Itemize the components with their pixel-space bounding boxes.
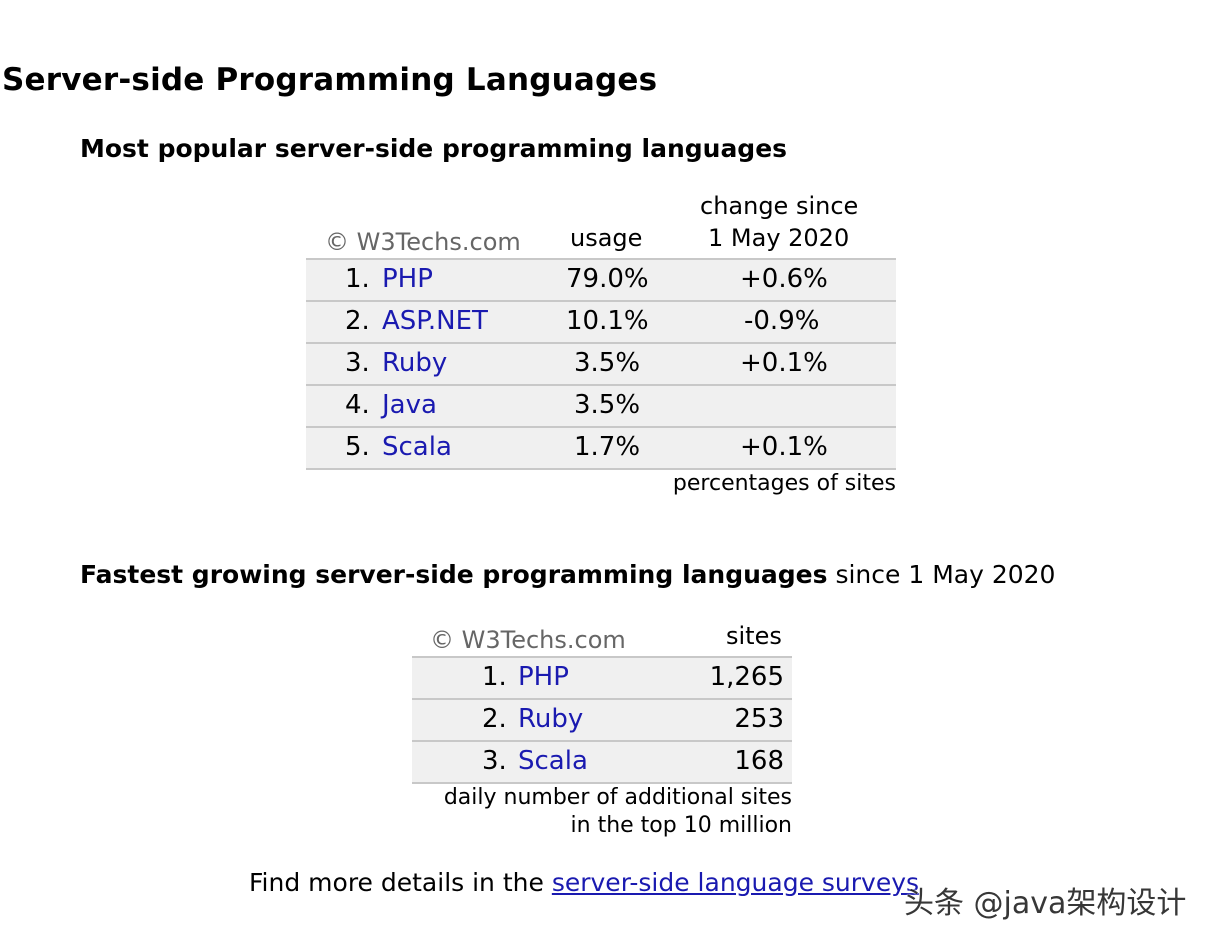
language-link-php[interactable]: PHP: [382, 264, 433, 294]
row-usage: 3.5%: [574, 348, 641, 378]
row-usage: 79.0%: [566, 264, 649, 294]
row-sites: 253: [734, 704, 784, 734]
row-usage: 3.5%: [574, 390, 641, 420]
footer-prefix: Find more details in the: [249, 868, 552, 897]
table-row: 4. Java 3.5%: [306, 384, 896, 426]
growing-note-line1: daily number of additional sites: [443, 785, 792, 810]
table-row: 2. ASP.NET 10.1% -0.9%: [306, 300, 896, 342]
popular-copyright: © W3Techs.com: [325, 228, 521, 256]
table-row: 5. Scala 1.7% +0.1%: [306, 426, 896, 470]
row-usage: 10.1%: [566, 306, 649, 336]
watermark: 头条 @java架构设计: [904, 886, 1187, 921]
language-link-ruby[interactable]: Ruby: [518, 704, 584, 734]
language-link-aspnet[interactable]: ASP.NET: [382, 306, 488, 336]
language-link-scala[interactable]: Scala: [382, 432, 452, 462]
popular-heading: Most popular server-side programming lan…: [80, 134, 788, 163]
row-usage: 1.7%: [574, 432, 641, 462]
row-rank: 1.: [482, 662, 507, 692]
growing-note-line2: in the top 10 million: [570, 813, 792, 838]
popular-col-usage: usage: [570, 224, 643, 252]
row-rank: 3.: [345, 348, 370, 378]
row-rank: 2.: [345, 306, 370, 336]
row-sites: 1,265: [709, 662, 784, 692]
popular-col-change-line2: 1 May 2020: [708, 224, 850, 252]
table-row: 1. PHP 79.0% +0.6%: [306, 258, 896, 300]
language-link-php[interactable]: PHP: [518, 662, 569, 692]
footer-text: Find more details in the server-side lan…: [249, 868, 919, 897]
growing-copyright: © W3Techs.com: [430, 626, 626, 654]
language-link-java[interactable]: Java: [382, 390, 437, 420]
popular-note: percentages of sites: [672, 471, 896, 496]
growing-col-sites: sites: [726, 622, 782, 650]
row-change: -0.9%: [744, 306, 820, 336]
row-sites: 168: [734, 746, 784, 776]
row-rank: 4.: [345, 390, 370, 420]
table-row: 1. PHP 1,265: [412, 656, 792, 698]
table-row: 3. Ruby 3.5% +0.1%: [306, 342, 896, 384]
table-row: 3. Scala 168: [412, 740, 792, 784]
row-rank: 5.: [345, 432, 370, 462]
growing-heading-bold: Fastest growing server-side programming …: [80, 560, 828, 589]
language-link-ruby[interactable]: Ruby: [382, 348, 448, 378]
growing-heading-suffix: since 1 May 2020: [827, 560, 1056, 589]
surveys-link[interactable]: server-side language surveys: [551, 868, 920, 897]
page-title: Server-side Programming Languages: [2, 62, 658, 98]
popular-col-change-line1: change since: [700, 192, 859, 220]
row-change: +0.1%: [740, 432, 828, 462]
language-link-scala[interactable]: Scala: [518, 746, 588, 776]
row-rank: 1.: [345, 264, 370, 294]
row-change: +0.1%: [740, 348, 828, 378]
growing-heading: Fastest growing server-side programming …: [80, 560, 1055, 589]
table-row: 2. Ruby 253: [412, 698, 792, 740]
row-change: +0.6%: [740, 264, 828, 294]
row-rank: 3.: [482, 746, 507, 776]
row-rank: 2.: [482, 704, 507, 734]
